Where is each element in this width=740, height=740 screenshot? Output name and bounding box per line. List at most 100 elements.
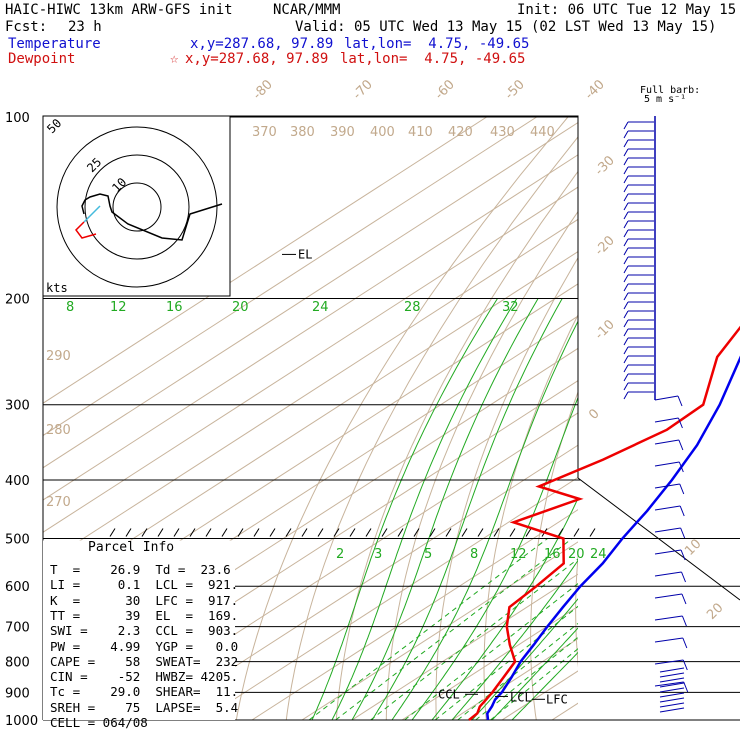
- isotherm-line: [401, 605, 578, 720]
- marker-label-ccl: CCL: [438, 687, 460, 701]
- parcel-info-row: SWI = 2.3 CCL = 903.: [50, 623, 239, 639]
- mixing-ratio-line: [475, 636, 578, 720]
- hatch-mark: [237, 528, 244, 537]
- init-time: Init: 06 UTC Tue 12 May 15: [517, 2, 737, 18]
- mixing-ratio-label: 5: [424, 547, 432, 562]
- dry-adiabat-line: [575, 551, 578, 668]
- hatch-mark: [253, 528, 260, 537]
- hodograph-trace-low: [83, 205, 101, 223]
- wind-barb-flag: [623, 238, 629, 247]
- mixing-ratio-line: [490, 648, 578, 720]
- theta-label: 440: [530, 125, 555, 140]
- parcel-box-bg: [43, 540, 235, 720]
- hodograph-ring: [84, 154, 190, 260]
- isotherm-line: [151, 444, 578, 720]
- isotherm-label: -60: [432, 77, 458, 103]
- hodograph-ring: [112, 182, 162, 232]
- barb-legend-unit: 5 m s⁻¹: [644, 94, 687, 105]
- parcel-info-row: CAPE = 58 SWEAT= 232: [50, 653, 239, 669]
- wind-barb-flag: [623, 301, 629, 310]
- wind-barb-flag: [623, 283, 629, 292]
- wind-barb-flag: [623, 121, 629, 130]
- pressure-tick-label: 1000: [5, 714, 38, 729]
- wind-barb-flag: [623, 193, 629, 202]
- wind-barb: [654, 659, 684, 665]
- mixing-ratio-label: 20: [568, 547, 585, 562]
- wind-barb-flag: [623, 211, 629, 220]
- wind-barb: [654, 395, 679, 401]
- dewpoint-profile-line: [468, 325, 740, 721]
- theta-label: 280: [46, 423, 71, 438]
- wind-barb-flag: [623, 139, 629, 148]
- wind-barb-flag: [680, 527, 686, 539]
- wind-barb-low: [659, 677, 685, 683]
- isotherm-line: [43, 218, 578, 566]
- barb-legend-title: Full barb:: [640, 85, 701, 96]
- mixing-ratio-line: [308, 538, 548, 720]
- mixing-ratio-line: [457, 622, 578, 720]
- temperature-xy: x,y=287.68, 97.89: [190, 36, 334, 52]
- moist-adiabat-label: 28: [404, 300, 421, 315]
- theta-label: 370: [252, 125, 277, 140]
- wind-barb: [654, 505, 681, 511]
- hatch-mark: [365, 528, 372, 537]
- wind-barb-flag: [623, 166, 629, 175]
- dry-adiabat-lines: [235, 116, 578, 720]
- wind-barb-flag: [623, 355, 629, 364]
- fcst-label: Fcst:: [5, 19, 48, 35]
- chart-frame: [42, 115, 740, 720]
- isotherm-label: -80: [250, 77, 276, 103]
- wind-barb-flag: [623, 157, 629, 166]
- wind-barb-flag: [623, 310, 629, 319]
- wind-barb-flag: [678, 461, 684, 473]
- mixing-ratio-line: [404, 583, 578, 720]
- moist-adiabat-label: 24: [312, 300, 329, 315]
- wind-barb-flag: [623, 229, 629, 238]
- wind-barb-flag: [681, 571, 686, 583]
- moist-adiabat-line: [311, 298, 498, 720]
- theta-label: 420: [448, 125, 473, 140]
- hatch-mark: [189, 528, 196, 537]
- moist-adiabat-line: [511, 651, 578, 720]
- pressure-tick-label: 200: [5, 293, 30, 308]
- wind-barb-flag: [623, 364, 629, 373]
- dewpoint-xy: x,y=287.68, 97.89: [185, 51, 329, 67]
- fcst-value: 23 h: [68, 19, 102, 35]
- hatch-mark: [333, 528, 340, 537]
- parcel-info-row: CIN = -52 HWBZ= 4205.: [50, 669, 239, 685]
- moist-adiabat-line: [351, 298, 539, 720]
- hatch-mark: [573, 528, 580, 537]
- hodograph-trace: [81, 193, 223, 241]
- hatch-mark: [109, 528, 116, 537]
- hatch-mark: [125, 528, 132, 537]
- hatch-mark: [301, 528, 308, 537]
- parcel-info-row: LI = 0.1 LCL = 921.: [50, 577, 239, 593]
- pressure-tick-label: 800: [5, 656, 30, 671]
- moist-adiabat-line: [431, 497, 578, 720]
- wind-barb: [654, 549, 682, 555]
- wind-barb: [654, 439, 679, 445]
- hatch-mark: [525, 528, 532, 537]
- dry-adiabat-line: [435, 256, 578, 720]
- isotherm-line: [201, 476, 578, 720]
- pressure-tick-label: 700: [5, 621, 30, 636]
- theta-label: 270: [46, 495, 71, 510]
- model-title: HAIC-HIWC 13km ARW-GFS init: [5, 2, 233, 18]
- parcel-info-row: K = 30 LFC = 917.: [50, 592, 239, 608]
- theta-label: 380: [290, 125, 315, 140]
- mixing-ratio-line: [434, 605, 578, 720]
- hatch-mark: [285, 528, 292, 537]
- moist-adiabat-line: [411, 396, 578, 720]
- wind-barb: [654, 417, 679, 423]
- wind-barb-flag: [623, 202, 629, 211]
- dry-adiabat-line: [285, 136, 578, 720]
- wind-barb: [654, 615, 683, 621]
- mixing-ratio-line: [335, 538, 573, 720]
- wind-barb: [654, 637, 683, 643]
- wind-barb-flag: [679, 505, 685, 517]
- wind-barb-flag: [623, 337, 629, 346]
- isotherm-label: -10: [592, 317, 618, 343]
- moist-adiabat-label: 20: [232, 300, 249, 315]
